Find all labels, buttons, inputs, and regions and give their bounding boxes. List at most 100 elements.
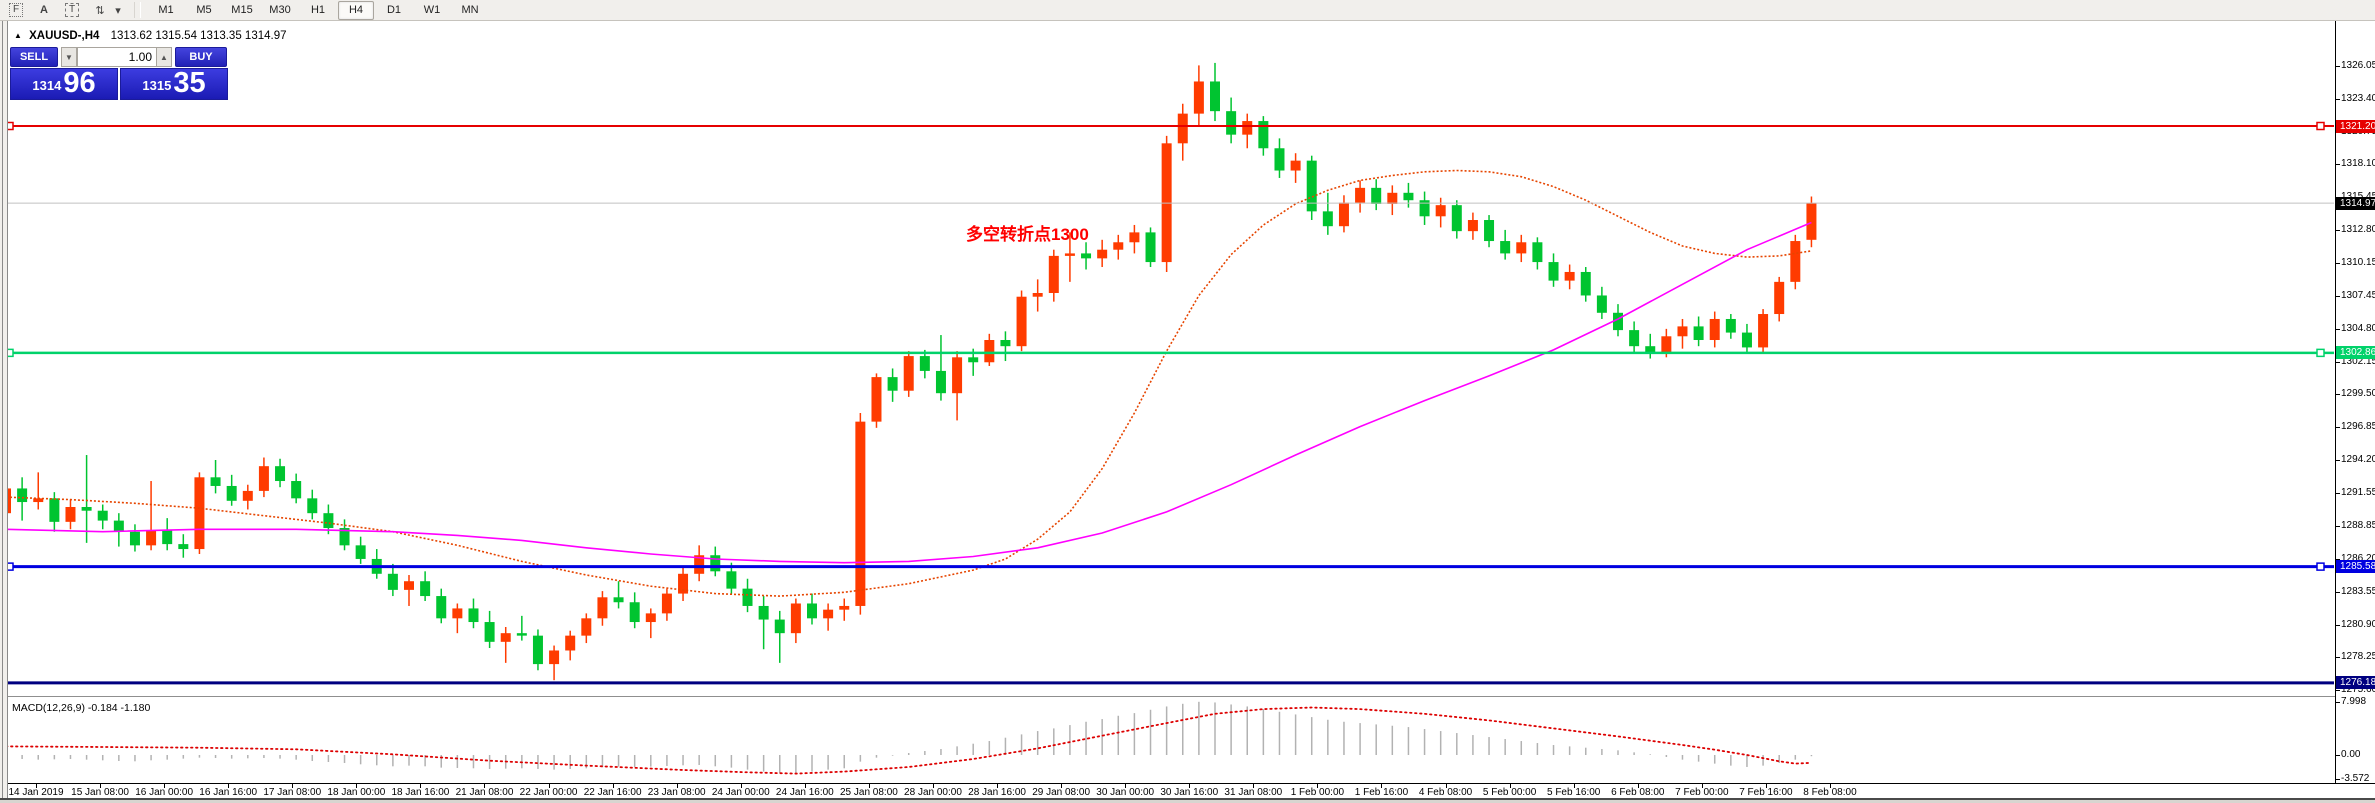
candle-body: [774, 619, 785, 634]
candle-body: [1709, 318, 1720, 341]
timeframe-d1-button[interactable]: D1: [386, 4, 402, 16]
text-box-icon[interactable]: T: [60, 2, 84, 18]
time-axis[interactable]: 14 Jan 2019 15 Jan 08:00 16 Jan 00:00 16 Ja…: [0, 783, 2375, 799]
sell-button[interactable]: SELL: [10, 47, 58, 67]
candle-body: [1177, 113, 1188, 144]
price-axis-label: 1326.05: [2341, 60, 2375, 71]
time-axis-label: 1 Feb 00:00: [1290, 787, 1345, 798]
window-left-edge: [2, 20, 3, 803]
chart-text-annotation[interactable]: 多空转折点1300: [966, 225, 1089, 244]
candle-body: [1242, 121, 1253, 135]
candle-body: [275, 466, 286, 482]
timeframe-h1-button[interactable]: H1: [310, 4, 326, 16]
window-bottom-edge: [0, 798, 2375, 800]
macd-separator[interactable]: [8, 696, 2335, 697]
candle-body: [1516, 242, 1527, 254]
candle-body: [226, 485, 237, 501]
price-axis-tick: [2336, 427, 2340, 429]
sell-price-fraction: 96: [63, 67, 96, 99]
time-axis-tick: [1445, 784, 1447, 788]
candle-body: [1564, 271, 1575, 281]
candle-body: [1355, 187, 1366, 203]
candle-body: [468, 608, 479, 623]
timeframe-h4-button[interactable]: H4: [338, 0, 374, 20]
volume-decrease-button[interactable]: ▼: [61, 47, 77, 67]
buy-price-main: 1315: [142, 78, 172, 93]
candle-body: [17, 488, 28, 503]
price-axis-label: 1294.20: [2341, 453, 2375, 465]
price-axis-tick: [2336, 690, 2340, 692]
candle-body: [952, 357, 963, 394]
cursor-arrows-icon[interactable]: ⇅: [95, 4, 105, 17]
candle-body: [33, 498, 44, 503]
price-axis-tick: [2336, 624, 2340, 626]
volume-increase-button[interactable]: ▲: [157, 47, 172, 67]
price-tag: 1285.58: [2336, 560, 2375, 574]
timeframe-m15-button[interactable]: M15: [231, 4, 253, 16]
time-axis-tick: [1125, 784, 1127, 788]
candle-body: [1258, 121, 1269, 149]
candle-body: [1048, 255, 1059, 293]
candle-body: [1193, 81, 1204, 114]
price-axis-label: 1296.85: [2341, 421, 2375, 433]
time-axis-label: 18 Jan 00:00: [327, 787, 386, 798]
price-axis-label: 1304.80: [2341, 322, 2375, 334]
chart-left-border: [7, 20, 8, 803]
collapse-triangle-icon[interactable]: ▲: [14, 31, 22, 40]
candle-body: [968, 357, 979, 363]
price-axis-label: 1283.55: [2341, 585, 2375, 597]
macd-axis-tick: [2336, 701, 2340, 703]
price-axis-tick: [2336, 262, 2340, 264]
candle-body: [65, 506, 76, 522]
candle-body: [1000, 340, 1011, 347]
sell-price-display[interactable]: 1314 96: [10, 68, 118, 100]
price-axis-tick: [2336, 558, 2340, 560]
price-tag: 1302.86: [2336, 346, 2375, 360]
ohlc-info-line: ▲ XAUUSD-,H4 1313.62 1315.54 1313.35 131…: [14, 30, 287, 42]
price-axis[interactable]: 1326.051323.401320.751318.101315.451312.…: [2335, 20, 2375, 784]
time-axis-tick: [292, 784, 294, 788]
price-axis-tick: [2336, 328, 2340, 330]
candle-body: [726, 571, 737, 589]
candle-body: [871, 377, 882, 422]
candle-body: [178, 544, 189, 550]
timeframe-m5-button[interactable]: M5: [196, 4, 212, 16]
candle-body: [1274, 148, 1285, 171]
ma-fast-line: [5, 169, 1812, 597]
candle-body: [1451, 205, 1462, 232]
timeframe-m30-button[interactable]: M30: [269, 4, 291, 16]
time-axis-label: 22 Jan 00:00: [519, 787, 578, 798]
macd-signal-line: [5, 706, 1813, 775]
timeframe-mn-button[interactable]: MN: [461, 4, 479, 16]
price-axis-label: 1318.10: [2341, 158, 2375, 170]
candle-body: [1741, 332, 1752, 348]
price-axis-label: 1299.50: [2341, 388, 2375, 400]
candle-body: [629, 602, 640, 623]
sell-price-main: 1314: [32, 78, 62, 93]
candle-body: [807, 603, 817, 619]
time-axis-tick: [1381, 784, 1383, 788]
timeframe-m1-button[interactable]: M1: [158, 4, 174, 16]
candle-body: [645, 613, 656, 623]
time-axis-label: 5 Feb 00:00: [1482, 787, 1537, 798]
macd-axis-tick: [2336, 755, 2340, 756]
timeframe-group: M1 M5 M15 M30 H1 H4 D1 W1 MN: [147, 0, 489, 20]
time-axis-tick: [1189, 784, 1191, 788]
candle-body: [790, 603, 801, 634]
candle-body: [1758, 314, 1769, 348]
text-label-icon[interactable]: A: [40, 4, 48, 16]
candle-body: [339, 528, 350, 546]
buy-price-display[interactable]: 1315 35: [120, 68, 228, 100]
timeframe-w1-button[interactable]: W1: [423, 4, 441, 16]
dropdown-caret-icon[interactable]: ▾: [115, 4, 121, 17]
time-axis-label: 5 Feb 16:00: [1546, 787, 1601, 798]
grid-f-icon[interactable]: F: [4, 2, 28, 18]
volume-input[interactable]: [77, 47, 157, 67]
candle-body: [1629, 330, 1640, 347]
candle-body: [355, 545, 366, 559]
candle-body: [855, 421, 866, 606]
time-axis-label: 16 Jan 16:00: [199, 787, 258, 798]
buy-button[interactable]: BUY: [175, 47, 227, 67]
time-axis-label: 16 Jan 00:00: [135, 787, 194, 798]
